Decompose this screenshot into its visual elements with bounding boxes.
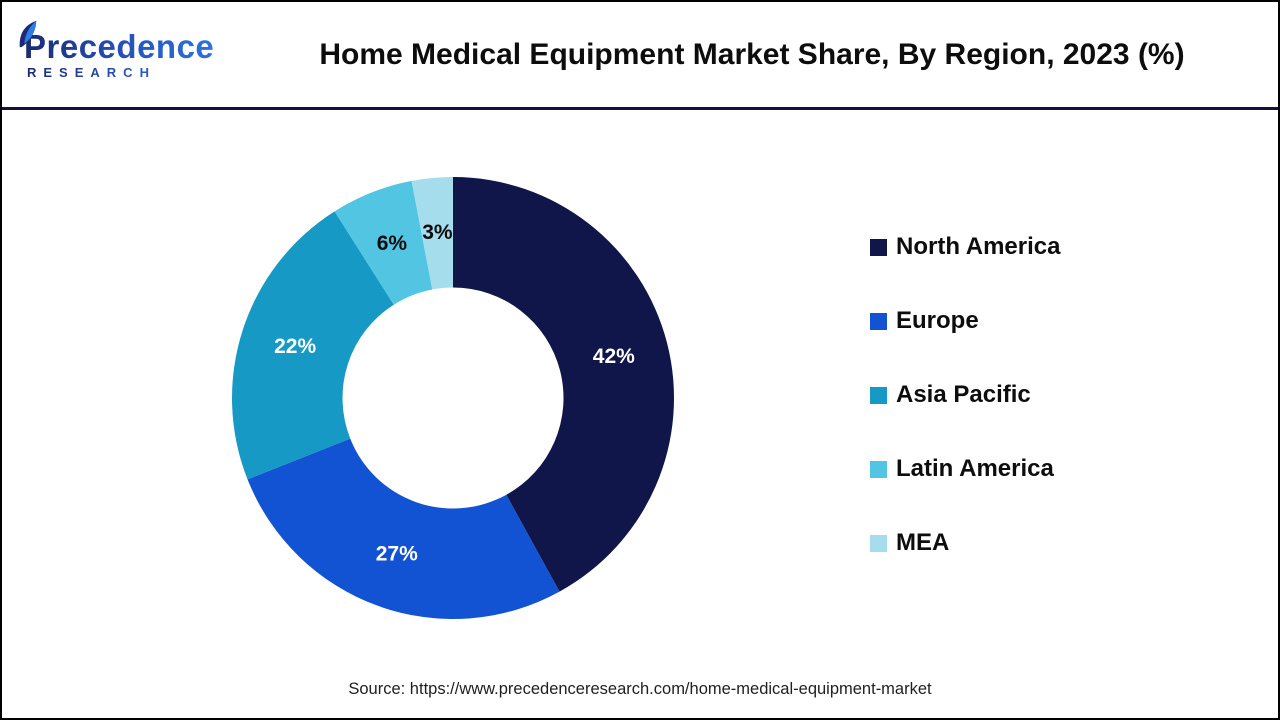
legend-item-north-america: North America <box>870 232 1060 262</box>
legend-label-north-america: North America <box>896 233 1061 260</box>
donut-chart: 42% 27% 22% 6% 3% <box>232 177 675 619</box>
legend-item-mea: MEA <box>870 528 1060 558</box>
legend-swatch-north-america <box>870 238 887 256</box>
slice-europe <box>247 438 560 619</box>
slice-value-label-europe: 27% <box>376 543 418 566</box>
slice-value-label-asia-pacific: 22% <box>274 335 316 358</box>
legend-label-mea: MEA <box>896 529 950 556</box>
source-text: Source: https://www.precedenceresearch.c… <box>348 680 932 698</box>
slice-value-label-mea: 3% <box>422 221 453 244</box>
legend-item-asia-pacific: Asia Pacific <box>870 380 1060 410</box>
logo-line1-text: Precedence <box>24 28 215 66</box>
legend-item-latin-america: Latin America <box>870 454 1060 484</box>
slice-value-label-north-america: 42% <box>593 345 635 368</box>
legend-swatch-europe <box>870 312 887 330</box>
logo-wordmark: Precedence <box>19 20 236 66</box>
legend-label-latin-america: Latin America <box>896 455 1054 482</box>
header: Precedence RESEARCH Home Medical Equipme… <box>2 2 1278 110</box>
legend-swatch-latin-america <box>870 460 887 478</box>
legend-label-europe: Europe <box>896 307 979 334</box>
legend: North America Europe Asia Pacific Latin Ame… <box>870 232 1060 602</box>
page-title: Home Medical Equipment Market Share, By … <box>319 37 1185 71</box>
slice-value-label-latin-america: 6% <box>377 232 408 255</box>
precedence-research-logo: Precedence RESEARCH <box>19 20 236 79</box>
slice-mea <box>411 177 453 290</box>
legend-swatch-mea <box>870 534 887 552</box>
legend-label-asia-pacific: Asia Pacific <box>896 381 1031 408</box>
slice-north-america <box>453 177 675 592</box>
slice-asia-pacific <box>232 211 394 480</box>
slice-latin-america <box>334 180 433 305</box>
leaf-icon <box>19 20 37 48</box>
logo-line2-text: RESEARCH <box>24 66 236 79</box>
legend-item-europe: Europe <box>870 306 1060 336</box>
legend-swatch-asia-pacific <box>870 386 887 404</box>
